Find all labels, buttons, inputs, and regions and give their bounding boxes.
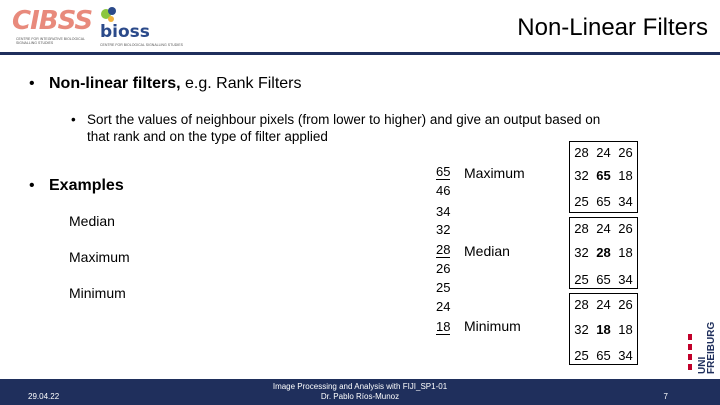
kernel-cell: 25 xyxy=(574,194,589,209)
bullet-rest-text: e.g. Rank Filters xyxy=(180,75,302,92)
kernel-cell: 28 xyxy=(574,145,589,160)
kernel-cell: 25 xyxy=(574,272,589,287)
kernel-cell: 25 xyxy=(574,348,589,363)
slide-title: Non-Linear Filters xyxy=(517,14,708,41)
kernel-cell: 34 xyxy=(618,194,633,209)
uni-logo-text: UNI FREIBURG xyxy=(697,321,717,374)
kernel-cell: 32 xyxy=(574,322,589,337)
sorted-value: 34 xyxy=(436,204,451,219)
example-median: Median xyxy=(69,213,115,229)
bullet-examples: • Examples xyxy=(29,177,124,195)
bullet-marker: • xyxy=(29,177,35,194)
sub-bullet-text: Sort the values of neighbour pixels (fro… xyxy=(87,112,601,144)
bioss-logo-subtitle: CENTRE FOR BIOLOGICAL SIGNALLING STUDIES xyxy=(100,43,183,47)
kernel-maximum: 28 24 26 32 65 18 25 65 34 xyxy=(569,141,638,213)
kernel-cell: 28 xyxy=(574,221,589,236)
sorted-value-max: 65 xyxy=(436,164,451,180)
filter-label-median: Median xyxy=(464,243,510,259)
kernel-median: 28 24 26 32 28 18 25 65 34 xyxy=(569,217,638,289)
slide-header: CIBSS CENTRE FOR INTEGRATIVE BIOLOGICAL … xyxy=(0,0,720,52)
footer-date: 29.04.22 xyxy=(28,392,60,401)
kernel-center-cell: 28 xyxy=(596,245,611,260)
bullet-marker: • xyxy=(29,75,35,92)
uni-logo-mark-icon xyxy=(688,334,692,370)
kernel-cell: 18 xyxy=(618,168,633,183)
bioss-logo-word: bioss xyxy=(100,22,150,42)
sorted-value-median: 28 xyxy=(436,242,451,258)
examples-heading: Examples xyxy=(49,177,124,194)
sub-bullet-marker: • xyxy=(71,112,76,127)
header-divider xyxy=(0,52,720,55)
footer-author: Dr. Pablo Ríos-Munoz xyxy=(320,392,400,401)
kernel-cell: 24 xyxy=(596,221,611,236)
kernel-minimum: 28 24 26 32 18 18 25 65 34 xyxy=(569,293,638,365)
kernel-cell: 65 xyxy=(596,272,611,287)
kernel-center-cell: 65 xyxy=(596,168,611,183)
example-maximum: Maximum xyxy=(69,249,130,265)
kernel-center-cell: 18 xyxy=(596,322,611,337)
sorted-value-min: 18 xyxy=(436,319,451,335)
kernel-cell: 34 xyxy=(618,272,633,287)
kernel-cell: 34 xyxy=(618,348,633,363)
kernel-cell: 24 xyxy=(596,297,611,312)
uni-freiburg-logo: UNI FREIBURG xyxy=(686,322,717,375)
sorted-value: 46 xyxy=(436,183,451,198)
bullet-bold-text: Non-linear filters, xyxy=(49,75,181,92)
example-minimum: Minimum xyxy=(69,285,126,301)
cibss-logo: CIBSS CENTRE FOR INTEGRATIVE BIOLOGICAL … xyxy=(12,6,93,45)
cibss-logo-word: CIBSS xyxy=(12,6,93,36)
kernel-cell: 18 xyxy=(618,245,633,260)
kernel-cell: 26 xyxy=(618,297,633,312)
footer-page-number: 7 xyxy=(663,392,668,401)
kernel-cell: 32 xyxy=(574,168,589,183)
kernel-cell: 18 xyxy=(618,322,633,337)
uni-logo-line2: FREIBURG xyxy=(706,321,717,374)
slide-footer: 29.04.22 Image Processing and Analysis w… xyxy=(0,379,720,405)
cibss-logo-subtitle: CENTRE FOR INTEGRATIVE BIOLOGICAL SIGNAL… xyxy=(16,37,85,45)
bioss-emblem-icon xyxy=(101,7,116,22)
sub-bullet-sort-description: • Sort the values of neighbour pixels (f… xyxy=(71,111,607,145)
kernel-cell: 26 xyxy=(618,145,633,160)
kernel-cell: 28 xyxy=(574,297,589,312)
bioss-logo: bioss CENTRE FOR BIOLOGICAL SIGNALLING S… xyxy=(96,5,186,47)
sorted-value: 32 xyxy=(436,222,451,237)
filter-label-maximum: Maximum xyxy=(464,165,525,181)
kernel-cell: 24 xyxy=(596,145,611,160)
footer-course-info: Image Processing and Analysis with FIJI_… xyxy=(0,382,720,402)
footer-course: Image Processing and Analysis with FIJI_… xyxy=(272,382,448,391)
sorted-value: 25 xyxy=(436,280,451,295)
kernel-cell: 32 xyxy=(574,245,589,260)
kernel-cell: 26 xyxy=(618,221,633,236)
filter-label-minimum: Minimum xyxy=(464,318,521,334)
sorted-value: 26 xyxy=(436,261,451,276)
kernel-cell: 65 xyxy=(596,194,611,209)
sorted-value: 24 xyxy=(436,299,451,314)
kernel-cell: 65 xyxy=(596,348,611,363)
bullet-nonlinear-filters: • Non-linear filters, e.g. Rank Filters xyxy=(29,75,302,93)
